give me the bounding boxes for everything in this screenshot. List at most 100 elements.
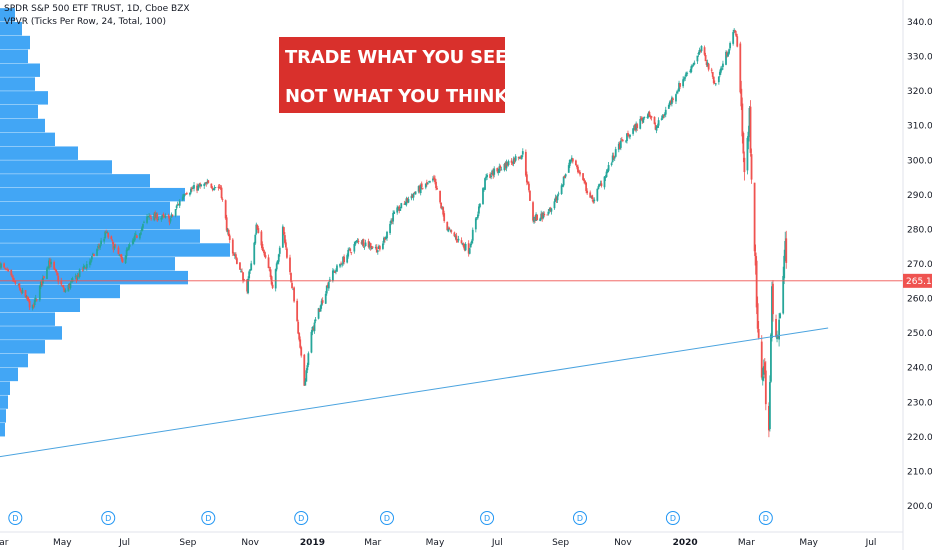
candle-body: [678, 82, 680, 92]
indicator-legend[interactable]: VPVR (Ticks Per Row, 24, Total, 100): [4, 17, 167, 27]
candle-body: [256, 224, 259, 230]
candle-body: [434, 178, 436, 183]
candle-body: [746, 137, 749, 171]
dividend-marker[interactable]: D: [379, 511, 394, 525]
volume-profile: [0, 8, 230, 437]
candle-body: [157, 218, 160, 220]
candle-body: [385, 236, 387, 240]
candle-body: [367, 241, 370, 247]
dividend-marker[interactable]: D: [480, 511, 495, 525]
dividend-marker-label: D: [205, 514, 211, 523]
candle-body: [32, 304, 35, 307]
candle-body: [296, 300, 299, 322]
dividend-marker[interactable]: D: [665, 511, 680, 525]
candle-body: [418, 186, 421, 193]
volume-profile-row: [0, 395, 8, 409]
candle-body: [636, 124, 639, 128]
candle-body: [374, 246, 377, 249]
candle-body: [125, 249, 128, 257]
candle-body: [482, 188, 484, 205]
candle-body: [677, 90, 679, 92]
candle-body: [383, 237, 385, 243]
candle-body: [763, 362, 766, 373]
volume-profile-row: [0, 423, 5, 437]
candle-body: [192, 187, 194, 189]
candle-body: [240, 270, 242, 272]
candle-body: [710, 69, 713, 71]
candle-body: [739, 43, 742, 93]
candle-body: [327, 282, 330, 289]
candle-body: [74, 276, 77, 278]
candle-body: [634, 124, 637, 131]
candle-body: [435, 181, 437, 189]
candle-body: [596, 188, 599, 201]
candle-body: [99, 245, 101, 248]
dividend-marker-circle: [665, 511, 680, 525]
candle-body: [583, 178, 585, 182]
candle-body: [456, 241, 459, 243]
candle-body: [426, 183, 429, 185]
time-tick-label: May: [799, 538, 818, 548]
candle-body: [220, 187, 223, 199]
dividend-marker[interactable]: D: [294, 511, 309, 525]
candle-body: [603, 176, 606, 188]
price-tick-label: 270.00: [907, 260, 932, 270]
candle-body: [142, 224, 144, 228]
candle-body: [712, 76, 715, 83]
time-tick-label: Jul: [865, 538, 877, 548]
candle-body: [307, 353, 310, 365]
candle-body: [357, 240, 360, 243]
candle-body: [705, 62, 708, 65]
candle-body: [360, 242, 363, 244]
time-axis[interactable]: Mar May Jul Sep Nov 2019 Mar May Jul Sep Nov 2020 Ma…: [0, 538, 876, 548]
candle-body: [432, 178, 434, 181]
candle-body: [586, 190, 589, 194]
candle-body: [784, 241, 787, 260]
last-price-tag-background: [903, 273, 932, 288]
dividend-marker[interactable]: D: [572, 511, 587, 525]
time-tick-label: 2019: [300, 538, 325, 548]
dividend-marker[interactable]: D: [8, 511, 23, 525]
candle-body: [267, 257, 270, 269]
candle-body: [39, 281, 42, 287]
candle-body: [241, 271, 243, 273]
candle-body: [269, 269, 272, 278]
candle-body: [356, 240, 359, 242]
candle-body: [121, 258, 124, 263]
dividend-marker[interactable]: D: [201, 511, 216, 525]
candle-body: [699, 51, 702, 53]
candle-body: [492, 170, 495, 176]
candle-body: [312, 328, 315, 331]
candle-body: [77, 274, 80, 277]
candle-body: [527, 181, 529, 184]
candle-body: [585, 182, 588, 191]
candle-body: [320, 300, 323, 306]
candle-body: [386, 231, 388, 239]
candle-body: [31, 305, 34, 309]
symbol-legend[interactable]: SPDR S&P 500 ETF TRUST, 1D, Cboe BZX: [4, 4, 190, 14]
dividend-marker[interactable]: D: [101, 511, 116, 525]
price-axis[interactable]: 200.00 210.00 220.00 230.00 240.00 250.00 260.…: [907, 18, 932, 512]
candle-body: [770, 334, 772, 382]
candle-body: [613, 157, 616, 159]
candle-body: [254, 234, 257, 244]
candle-body: [414, 191, 417, 195]
candle-body: [670, 97, 673, 104]
time-tick-label: Mar: [738, 538, 755, 548]
dividend-marker[interactable]: D: [758, 511, 773, 525]
time-tick-label: Nov: [241, 538, 259, 548]
candle-body: [375, 246, 378, 253]
candle-body: [311, 326, 314, 333]
candle-body: [463, 245, 466, 250]
candle-body: [169, 218, 172, 222]
trendline[interactable]: [0, 327, 829, 461]
candle-body: [656, 125, 659, 128]
candle-body: [654, 125, 657, 130]
candle-body: [440, 202, 443, 209]
candle-body: [754, 252, 757, 266]
candle-body: [748, 108, 751, 133]
candle-body: [491, 170, 494, 175]
candle-body: [324, 293, 327, 304]
candle-body: [629, 134, 631, 137]
